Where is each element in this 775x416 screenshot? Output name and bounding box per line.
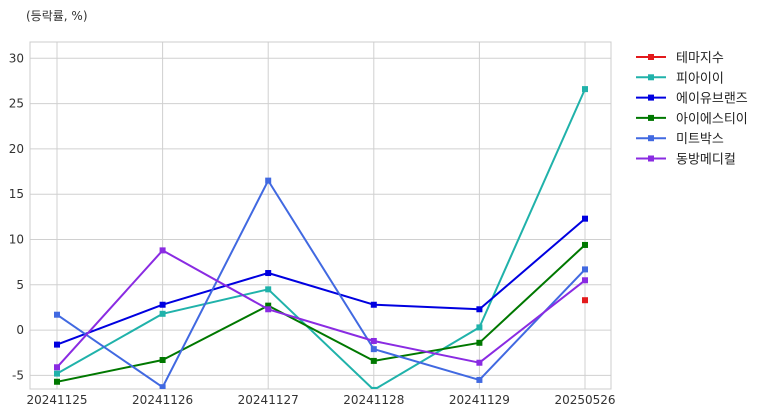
y-tick-label: 0 [16,323,24,337]
legend-label: 피아이이 [676,71,724,86]
legend-label: 미트박스 [676,132,724,147]
data-point [54,364,60,371]
unit-label: (등락률, %) [26,9,88,23]
legend-marker [648,54,654,60]
data-point [54,341,60,348]
plot-background [30,42,611,389]
data-point [476,324,483,331]
series-layer [54,86,588,389]
plot-frame [29,41,612,390]
data-point [265,302,272,309]
legend-marker [648,74,654,81]
legend-item: 테마지수 [636,51,724,66]
data-point [265,270,272,277]
legend-label: 테마지수 [676,51,724,66]
series-6 [54,247,588,371]
data-point [159,384,166,389]
y-tick-label: 20 [9,142,24,156]
data-point [476,359,483,366]
legend-marker [648,94,654,101]
plot-area: -5 0 5 10 15 20 25 30 20241125 20241126 20241127 20… [9,41,616,407]
y-tick-label: 5 [16,278,24,292]
data-point [582,86,588,93]
legend-marker [648,114,654,121]
y-tick-label: 15 [9,187,24,201]
series-line [56,88,586,389]
legend-label: 동방메디컬 [676,153,736,168]
y-tick-label: 30 [9,51,24,65]
x-tick-label: 20241127 [238,393,299,407]
series-5 [54,177,588,389]
data-point [370,346,377,353]
x-tick-label: 20241125 [26,393,87,407]
data-point [370,337,377,344]
data-point [370,301,377,308]
legend-marker [648,135,654,142]
data-point [582,266,588,273]
series-2 [54,86,588,389]
data-point [582,215,588,222]
data-point [54,311,60,318]
series-line [56,244,586,383]
data-point [265,286,272,293]
data-point [54,378,60,385]
data-point [265,306,272,313]
data-point [582,277,588,284]
legend-item: 피아이이 [636,71,724,86]
data-point [265,177,272,184]
series-1 [582,297,588,304]
data-point [370,357,377,364]
data-point [159,301,166,308]
data-point [159,247,166,254]
data-point [370,386,377,389]
series-line [56,217,586,346]
series-3 [54,215,588,348]
data-point [582,297,588,304]
data-point [476,376,483,383]
legend-item: 아이에스티이 [636,112,748,127]
legend-item: 동방메디컬 [636,153,736,168]
x-tick-label: 20250526 [554,393,615,407]
data-point [159,310,166,317]
legend-label: 에이유브랜즈 [676,92,748,107]
data-point [476,306,483,313]
legend-item: 에이유브랜즈 [636,92,748,107]
series-line [56,179,586,389]
y-tick-label: 10 [9,233,24,247]
legend-label: 아이에스티이 [676,112,748,127]
legend-marker [648,155,654,162]
legend-item: 미트박스 [636,132,724,147]
series-line [56,249,586,368]
x-tick-label: 20241128 [343,393,404,407]
x-tick-label: 20241126 [132,393,193,407]
data-point [159,357,166,364]
data-point [582,241,588,248]
series-4 [54,241,588,385]
x-tick-label: 20241129 [449,393,510,407]
data-point [476,339,483,346]
y-tick-label: -5 [12,368,24,382]
y-tick-label: 25 [9,97,24,111]
data-point [54,370,60,377]
